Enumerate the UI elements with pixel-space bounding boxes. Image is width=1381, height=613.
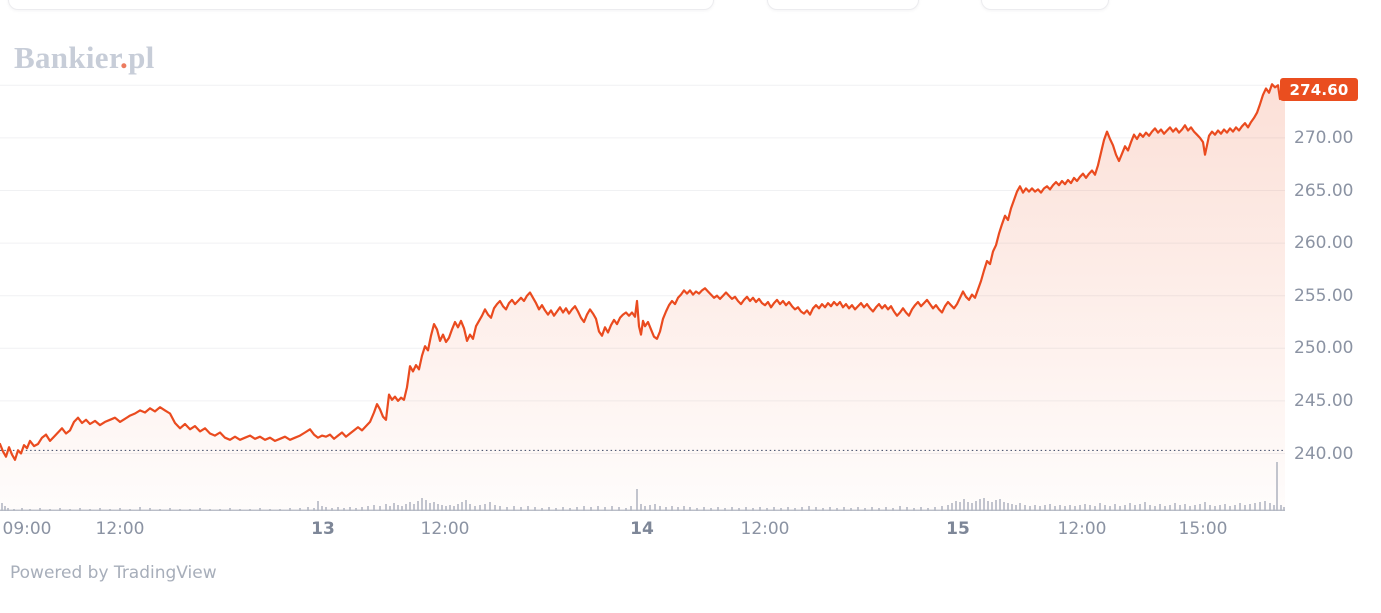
y-axis-label: 270.00 [1294,127,1354,148]
last-price-value: 274.60 [1289,80,1349,99]
x-axis-label: 13 [311,519,335,539]
x-axis-label: 12:00 [420,519,470,539]
x-axis-label: 15 [946,519,970,539]
y-axis-label: 250.00 [1294,338,1354,359]
bankier-logo-suffix: pl [128,40,155,75]
y-axis-label: 245.00 [1294,390,1354,411]
x-axis-label: 15:00 [1178,519,1228,539]
x-axis-label: 14 [630,519,654,539]
tradingview-attribution: Powered by TradingView [10,563,217,583]
area-fill [0,84,1285,511]
x-axis-label: 12:00 [1057,519,1107,539]
x-axis-label: 09:00 [2,519,52,539]
x-axis-label: 12:00 [740,519,790,539]
volume-bars [0,462,1285,511]
price-area-chart[interactable] [0,0,1290,535]
bankier-logo: Bankier.pl [14,40,155,76]
y-axis-label: 240.00 [1294,443,1354,464]
y-axis-label: 265.00 [1294,180,1354,201]
last-price-badge: 274.60 [1280,78,1358,101]
y-axis-label: 255.00 [1294,285,1354,306]
bankier-logo-main: Bankier [14,40,121,75]
price-chart-pane[interactable]: 270.00 265.00 260.00 255.00 250.00 245.00 240.… [0,0,1381,560]
x-axis-label: 12:00 [95,519,145,539]
y-axis-label: 260.00 [1294,233,1354,254]
price-line [0,83,1287,461]
bankier-logo-dot: . [120,40,129,75]
